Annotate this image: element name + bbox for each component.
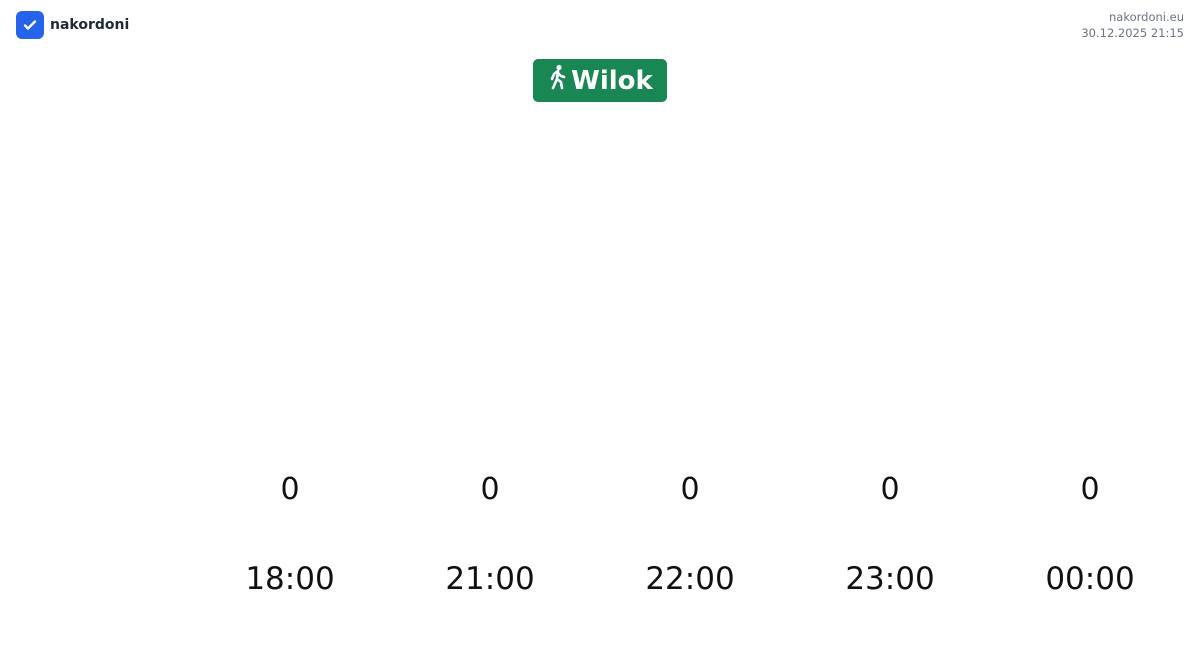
brand-name: nakordoni	[50, 17, 130, 33]
slot-count: 0	[1080, 472, 1100, 507]
slot-count: 0	[480, 472, 500, 507]
slot-time: 18:00	[245, 561, 335, 597]
check-icon	[16, 11, 44, 39]
slot-time: 00:00	[1045, 561, 1135, 597]
slot-time: 21:00	[445, 561, 535, 597]
crossing-name: Wilok	[571, 65, 653, 96]
slot-count: 0	[680, 472, 700, 507]
brand-logo[interactable]: nakordoni	[16, 11, 129, 39]
pedestrian-walking-icon	[547, 64, 567, 97]
site-url: nakordoni.eu	[1109, 10, 1184, 24]
slot-count: 0	[280, 472, 300, 507]
timestamp: 30.12.2025 21:15	[1081, 26, 1184, 40]
slot-count: 0	[880, 472, 900, 507]
slot-time: 22:00	[645, 561, 735, 597]
header-meta: nakordoni.eu 30.12.2025 21:15	[1081, 9, 1184, 41]
crossing-badge: Wilok	[533, 59, 667, 102]
slot-time: 23:00	[845, 561, 935, 597]
